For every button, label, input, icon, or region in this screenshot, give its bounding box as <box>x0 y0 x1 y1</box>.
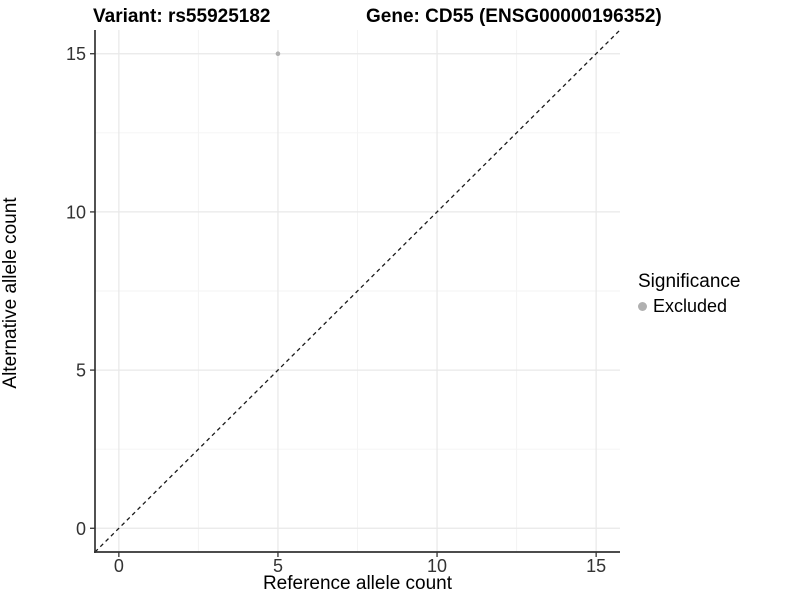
axis-tick-marks <box>90 53 597 557</box>
x-tick-label: 5 <box>273 556 283 576</box>
axis-lines <box>94 30 620 553</box>
y-tick-label: 15 <box>66 44 86 64</box>
data-point <box>275 51 281 57</box>
legend-item-label: Excluded <box>653 296 728 316</box>
legend-point-icon <box>638 302 647 311</box>
y-axis-title: Alternative allele count <box>0 197 21 389</box>
x-tick-labels: 0 5 10 15 <box>114 556 606 576</box>
gridlines-major <box>95 30 620 552</box>
y-tick-label: 0 <box>76 519 86 539</box>
x-tick-label: 15 <box>586 556 606 576</box>
y-tick-label: 5 <box>76 361 86 381</box>
legend-title: Significance <box>638 271 741 292</box>
plot-title-gene: Gene: CD55 (ENSG00000196352) <box>366 6 662 27</box>
y-tick-label: 10 <box>66 202 86 222</box>
x-tick-label: 0 <box>114 556 124 576</box>
x-tick-label: 10 <box>427 556 447 576</box>
legend-item-excluded: Excluded <box>638 296 740 317</box>
identity-line <box>94 29 621 553</box>
x-axis-title: Reference allele count <box>262 573 453 594</box>
identity-reference-line <box>94 29 621 553</box>
plot-title-variant: Variant: rs55925182 <box>93 6 271 27</box>
y-tick-labels: 0 5 10 15 <box>66 44 86 539</box>
legend: Significance Excluded <box>638 271 740 317</box>
data-points <box>275 51 281 57</box>
